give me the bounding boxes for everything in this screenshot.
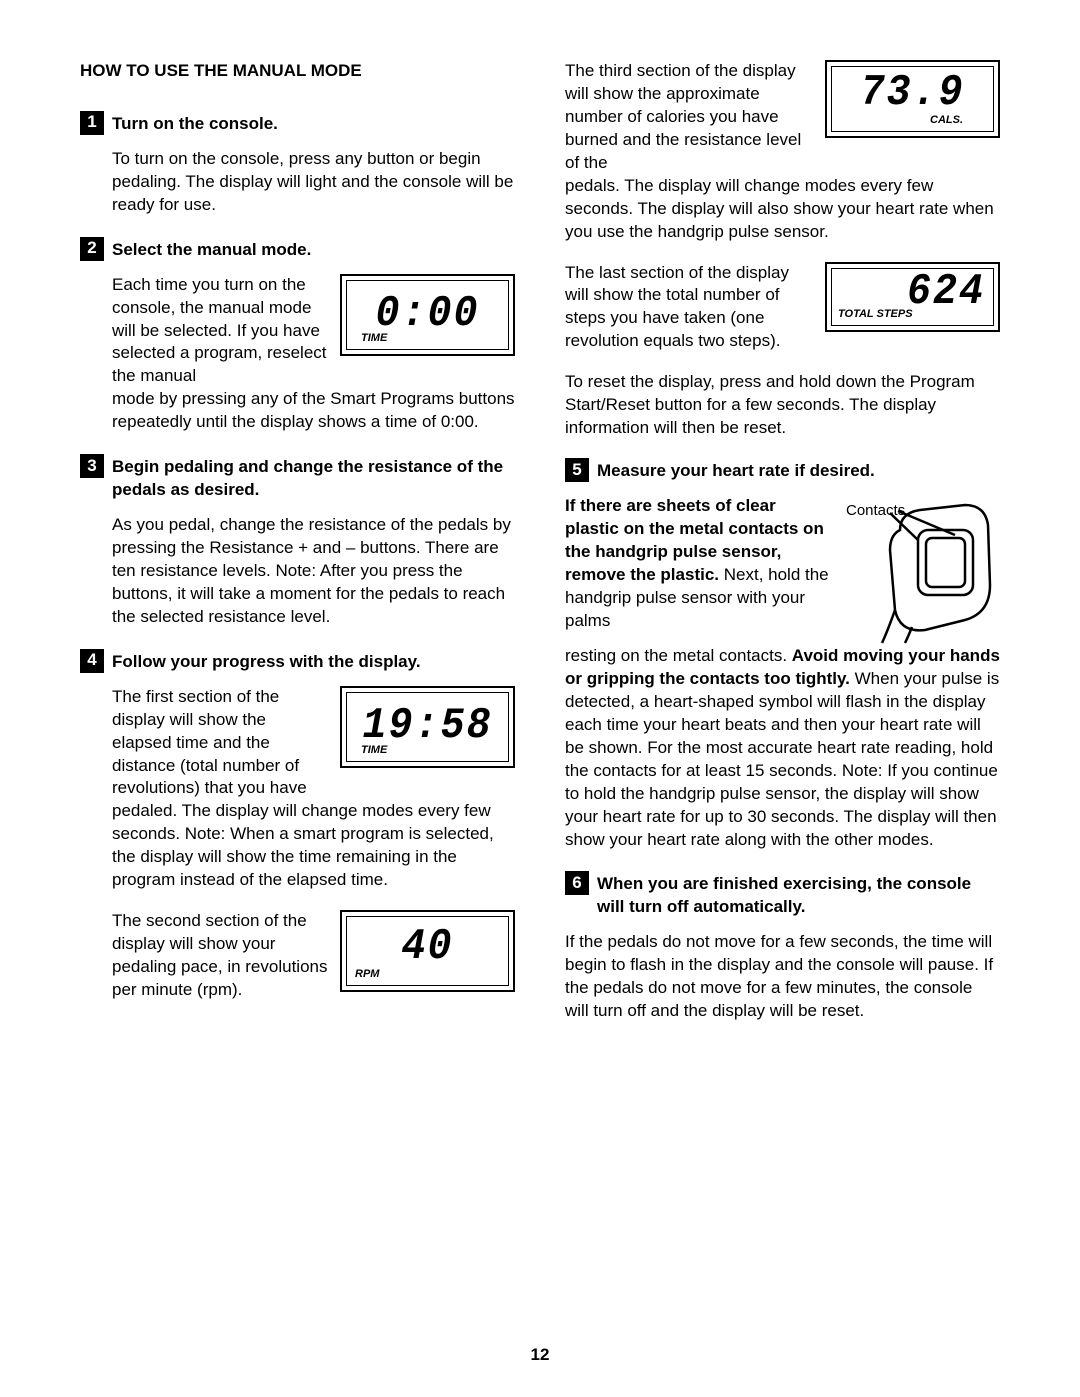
page-number: 12 [0,1344,1080,1367]
lcd-label: TIME [361,331,387,346]
lcd-value: 624 [907,271,985,315]
contacts-figure: Contacts [840,495,1000,645]
lcd-display-cals: 73.9 CALS. [825,60,1000,138]
plain-text: When your pulse is detected, a heart-sha… [565,669,999,849]
lcd-value: 73.9 [860,72,964,116]
right-column: The third section of the display will sh… [565,60,1000,1043]
left-column: HOW TO USE THE MANUAL MODE 1 Turn on the… [80,60,515,1043]
step-text: The second section of the display will s… [112,910,330,1002]
step-text: The third section of the display will sh… [565,60,815,175]
step-title: Follow your progress with the display. [112,649,421,674]
contacts-label: Contacts [846,501,905,521]
step-2: 2 Select the manual mode. Each time you … [80,237,515,435]
step-3: 3 Begin pedaling and change the resistan… [80,454,515,629]
step-number-badge: 2 [80,237,104,261]
step-text: pedals. The display will change modes ev… [565,175,1000,244]
step-text: pedaled. The display will change modes e… [112,800,515,892]
step-6: 6 When you are finished exercising, the … [565,871,1000,1023]
step-5: 5 Measure your heart rate if desired. If… [565,458,1000,851]
step-text: The last section of the display will sho… [565,262,815,354]
step-body: To turn on the console, press any button… [112,148,515,217]
lcd-display-time-zero: 0:00 TIME [340,274,515,356]
step-text: If there are sheets of clear plastic on … [565,495,830,633]
step-title: Measure your heart rate if desired. [597,458,875,483]
lcd-label: TIME [361,743,387,758]
step-number-badge: 1 [80,111,104,135]
lcd-label: CALS. [930,113,963,128]
lcd-display-rpm: 40 RPM [340,910,515,992]
section-title: HOW TO USE THE MANUAL MODE [80,60,515,83]
step-number-badge: 6 [565,871,589,895]
step-title: Select the manual mode. [112,237,311,262]
step-text: To reset the display, press and hold dow… [565,371,1000,440]
step-text: Each time you turn on the console, the m… [112,274,330,389]
step-text: mode by pressing any of the Smart Progra… [112,388,515,434]
step-number-badge: 5 [565,458,589,482]
step-text: resting on the metal contacts. Avoid mov… [565,645,1000,851]
lcd-value: 0:00 [375,293,479,337]
step-number-badge: 4 [80,649,104,673]
lcd-label: TOTAL STEPS [838,307,913,322]
step-text: The first section of the display will sh… [112,686,330,801]
step-body: If the pedals do not move for a few seco… [565,931,1000,1023]
step-1: 1 Turn on the console. To turn on the co… [80,111,515,217]
step-title: When you are finished exercising, the co… [597,871,1000,919]
lcd-value: 40 [401,926,453,970]
plain-text: resting on the metal contacts. [565,646,792,665]
step-4: 4 Follow your progress with the display.… [80,649,515,1002]
lcd-display-time-elapsed: 19:58 TIME [340,686,515,768]
lcd-label: RPM [355,967,379,982]
step-body: As you pedal, change the resistance of t… [112,514,515,629]
step-number-badge: 3 [80,454,104,478]
step-title: Turn on the console. [112,111,278,136]
step-title: Begin pedaling and change the resistance… [112,454,515,502]
lcd-display-steps: 624 TOTAL STEPS [825,262,1000,332]
